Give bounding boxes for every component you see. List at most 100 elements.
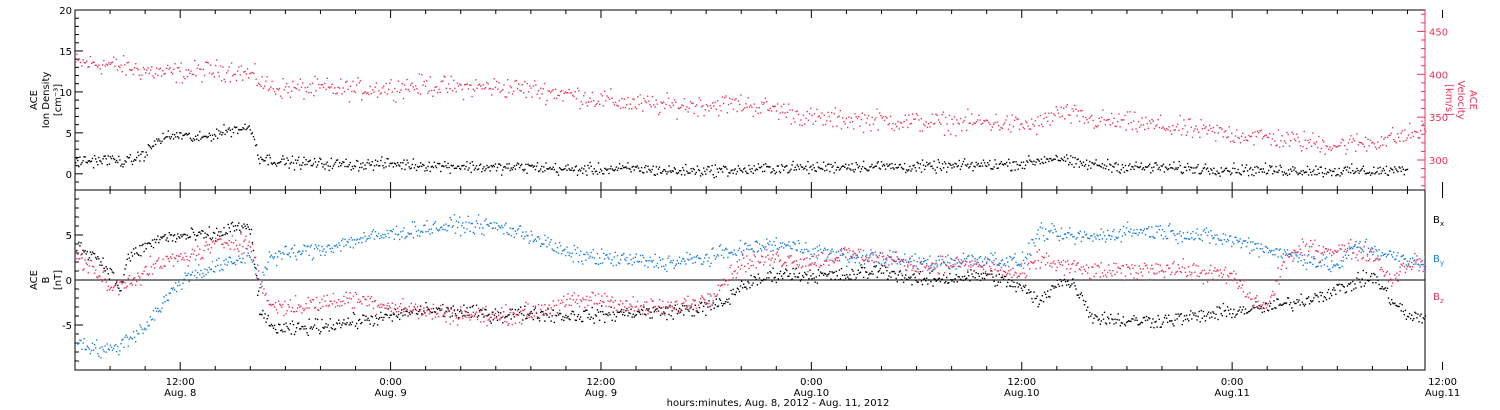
bx-point xyxy=(333,328,336,331)
bx-point xyxy=(810,275,812,277)
velocity-point xyxy=(1112,122,1114,124)
bx-point xyxy=(548,316,550,318)
velocity-point xyxy=(634,106,636,108)
by-point xyxy=(1093,233,1095,235)
velocity-point xyxy=(1416,131,1418,133)
density-point xyxy=(1013,161,1015,163)
by-point xyxy=(1049,231,1051,233)
bx-point xyxy=(859,271,862,273)
velocity-point xyxy=(164,73,166,75)
velocity-point xyxy=(580,101,582,103)
by-point xyxy=(274,252,277,254)
by-point xyxy=(1146,228,1149,230)
velocity-point xyxy=(109,63,111,66)
density-point xyxy=(535,165,538,167)
by-point xyxy=(1100,228,1102,230)
bx-point xyxy=(1029,291,1031,294)
bx-point xyxy=(483,316,485,318)
by-point xyxy=(214,265,217,268)
density-point xyxy=(1198,172,1200,175)
by-point xyxy=(199,273,201,276)
density-point xyxy=(1178,160,1180,163)
bx-point xyxy=(288,329,290,331)
density-point xyxy=(605,168,607,170)
density-point xyxy=(325,163,327,165)
density-point xyxy=(829,170,831,173)
bx-point xyxy=(246,223,248,226)
bx-point xyxy=(921,283,924,286)
density-point xyxy=(556,171,559,174)
density-point xyxy=(141,151,143,153)
density-point xyxy=(1319,166,1321,168)
velocity-point xyxy=(719,105,721,107)
by-point xyxy=(100,357,102,359)
density-point xyxy=(457,165,460,167)
velocity-point xyxy=(952,123,954,125)
bottom-ylabel-3: [nT] xyxy=(53,270,64,290)
velocity-point xyxy=(1367,138,1369,140)
bx-point xyxy=(1217,318,1219,321)
velocity-point xyxy=(1152,120,1154,122)
velocity-point xyxy=(826,120,828,122)
by-point xyxy=(1006,257,1008,259)
by-point xyxy=(905,259,907,261)
velocity-point xyxy=(280,95,282,97)
density-point xyxy=(1209,173,1211,175)
velocity-point xyxy=(892,122,894,125)
density-point xyxy=(1122,166,1125,169)
density-point xyxy=(597,162,600,164)
by-point xyxy=(1206,234,1209,237)
by-point xyxy=(1200,234,1202,236)
bx-point xyxy=(672,318,674,320)
density-point xyxy=(1259,168,1261,171)
by-point xyxy=(1090,235,1092,237)
bx-point xyxy=(313,324,316,326)
density-point xyxy=(844,166,846,168)
density-point xyxy=(441,165,443,167)
density-point xyxy=(197,134,199,136)
by-point xyxy=(541,243,543,245)
density-point xyxy=(1169,164,1171,166)
bx-point xyxy=(1056,279,1058,281)
velocity-point xyxy=(967,108,969,110)
density-point xyxy=(723,165,725,167)
density-point xyxy=(937,159,939,161)
bx-point xyxy=(285,322,287,324)
by-point xyxy=(871,252,873,254)
by-point xyxy=(494,227,497,229)
bx-point xyxy=(1342,285,1344,287)
density-point xyxy=(280,161,282,163)
bx-point xyxy=(119,290,121,292)
by-point xyxy=(883,262,886,264)
density-point xyxy=(789,170,791,172)
by-point xyxy=(1139,228,1141,231)
velocity-point xyxy=(1082,116,1084,118)
density-point xyxy=(1373,166,1375,168)
by-point xyxy=(200,269,202,272)
bx-point xyxy=(408,312,410,314)
by-point xyxy=(460,234,462,237)
x-tick-time-label: 0:00 xyxy=(800,377,822,388)
velocity-point xyxy=(502,89,504,91)
by-point xyxy=(688,259,690,261)
velocity-point xyxy=(541,93,543,95)
bx-point xyxy=(1257,307,1259,309)
velocity-point xyxy=(1190,126,1192,129)
by-point xyxy=(910,260,912,263)
velocity-point xyxy=(181,82,184,84)
density-point xyxy=(1037,159,1039,161)
density-point xyxy=(100,160,102,163)
velocity-point xyxy=(1198,131,1200,133)
bx-point xyxy=(455,315,458,317)
velocity-point xyxy=(1016,118,1018,120)
bx-point xyxy=(1317,296,1319,298)
bx-point xyxy=(536,317,539,319)
velocity-point xyxy=(1409,122,1411,125)
velocity-point xyxy=(75,61,77,63)
density-point xyxy=(396,162,399,164)
bx-point xyxy=(1090,315,1092,317)
velocity-point xyxy=(310,91,312,94)
density-point xyxy=(527,163,529,165)
velocity-point xyxy=(669,104,671,107)
by-point xyxy=(1060,227,1063,229)
